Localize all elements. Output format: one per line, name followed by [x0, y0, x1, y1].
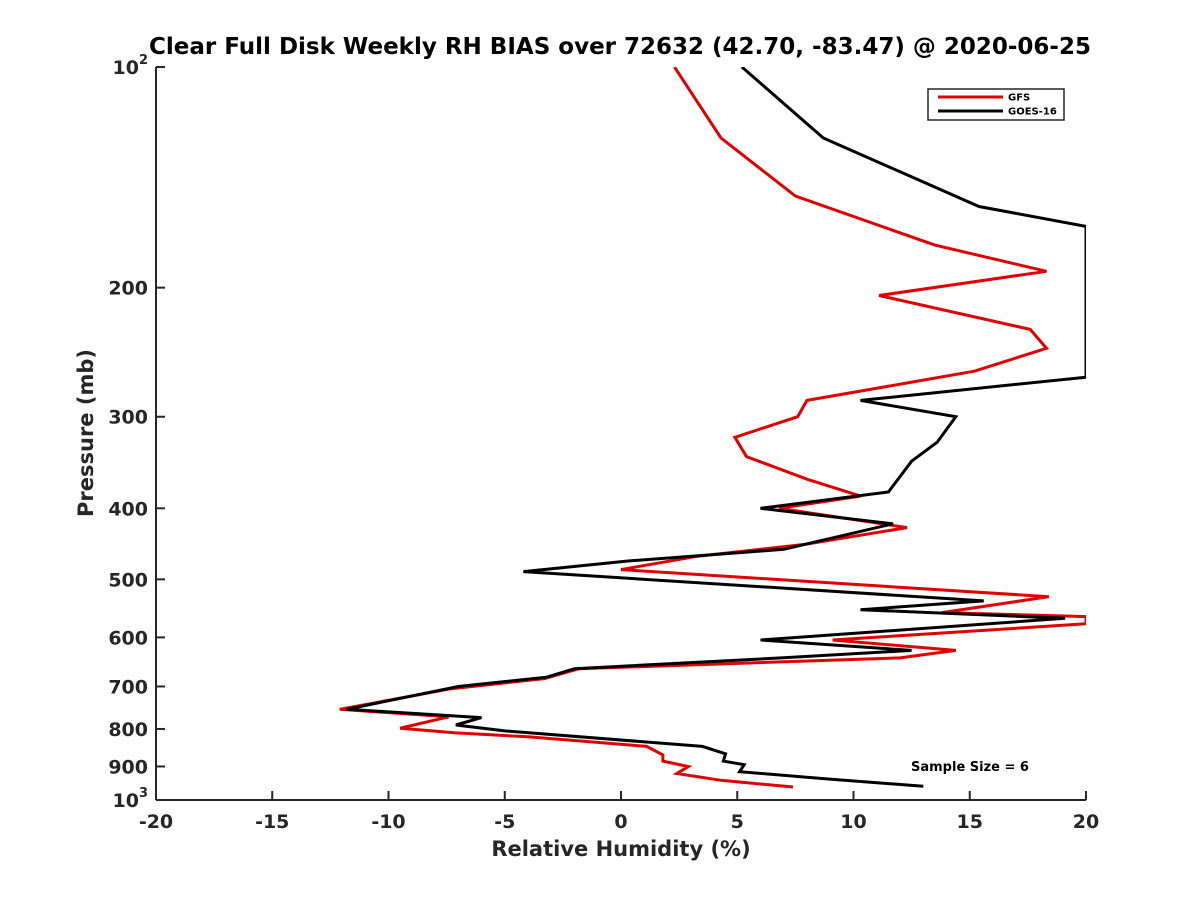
- x-tick-label: -15: [255, 811, 289, 833]
- y-tick-label: 900: [108, 756, 148, 778]
- legend-label-goes-16: GOES-16: [1008, 107, 1057, 118]
- y-tick-label: 500: [108, 569, 148, 591]
- y-tick-label: 103: [113, 786, 149, 812]
- y-tick-label: 400: [108, 498, 148, 520]
- y-tick-label: 700: [108, 676, 148, 698]
- x-tick-label: 0: [614, 811, 627, 833]
- sample-size-annotation: Sample Size = 6: [911, 760, 1029, 775]
- y-tick-label: 200: [108, 278, 148, 300]
- series-layer: [339, 67, 1086, 789]
- x-tick-label: 5: [731, 811, 744, 833]
- legend-box: [927, 88, 1065, 121]
- x-tick-label: 15: [957, 811, 983, 833]
- x-ticks: -20 -15 -10 -5 0 5 10 15 20: [139, 791, 1099, 833]
- legend: GFS GOES-16: [927, 88, 1065, 121]
- y-ticks: 102 200 300 400 500 600 700 800 900 103: [108, 53, 165, 812]
- series-line-goes-16: [346, 67, 1086, 788]
- y-tick-label: 300: [108, 407, 148, 429]
- legend-label-gfs: GFS: [1008, 93, 1030, 104]
- x-tick-label: 20: [1073, 811, 1099, 833]
- chart-title: Clear Full Disk Weekly RH BIAS over 7263…: [149, 34, 1091, 60]
- y-tick-label: 600: [108, 627, 148, 649]
- x-tick-label: -10: [371, 811, 405, 833]
- x-tick-label: -20: [139, 811, 173, 833]
- x-tick-label: -5: [494, 811, 515, 833]
- y-axis-label: Pressure (mb): [74, 349, 98, 517]
- plot-area: -20 -15 -10 -5 0 5 10 15 20 102 200 300 400 500 600 70…: [108, 53, 1099, 833]
- x-axis-label: Relative Humidity (%): [491, 837, 750, 861]
- y-tick-label: 800: [108, 719, 148, 741]
- x-tick-label: 10: [840, 811, 866, 833]
- series-line-gfs: [339, 67, 1086, 789]
- legend-entries: GFS GOES-16: [938, 93, 1057, 118]
- y-tick-label: 102: [113, 53, 149, 79]
